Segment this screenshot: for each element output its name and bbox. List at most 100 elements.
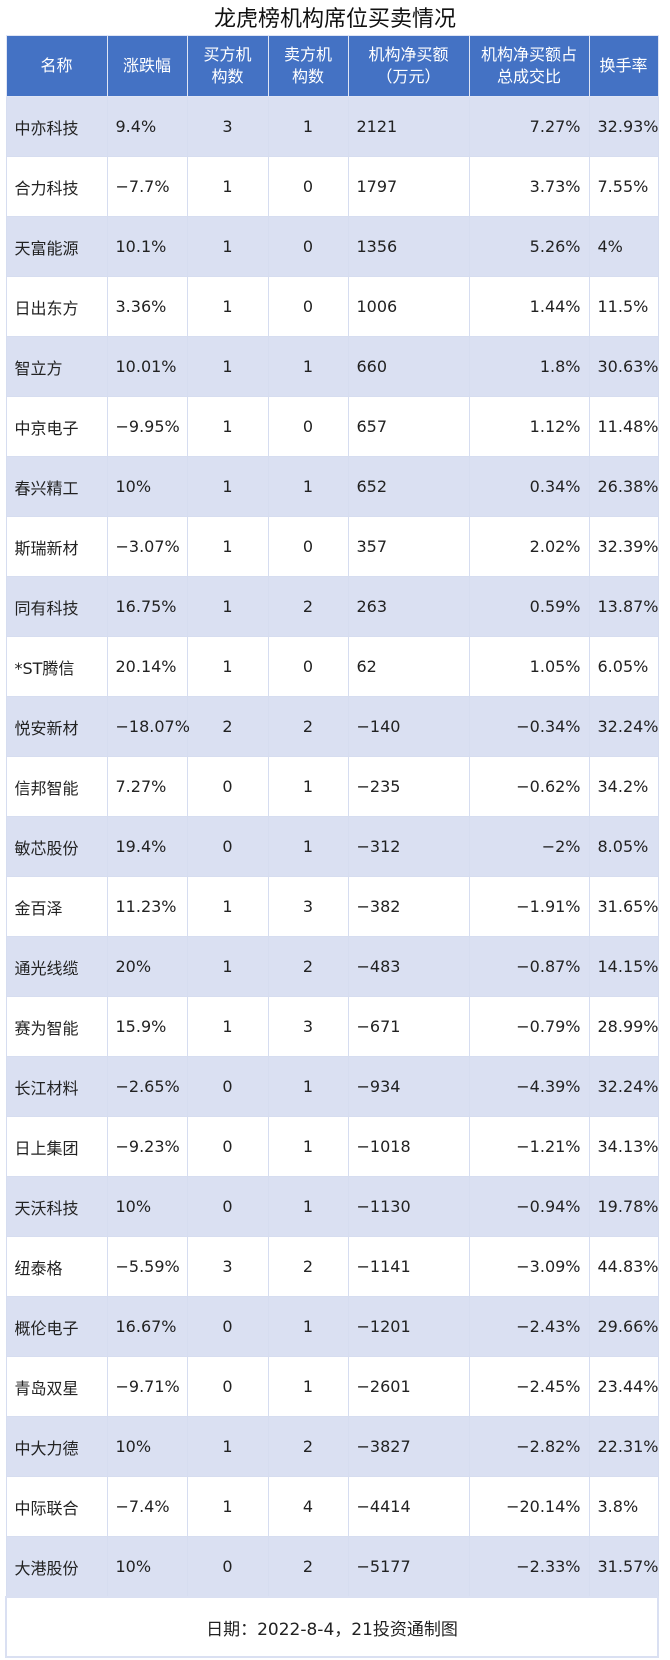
cell-net-buy: −1130 [347, 1176, 470, 1237]
cell-name: 长江材料 [5, 1056, 108, 1117]
cell-change: 20% [106, 936, 188, 997]
cell-buyers: 1 [186, 996, 269, 1057]
cell-sellers: 1 [267, 336, 349, 397]
cell-turnover: 8.05% [588, 816, 659, 877]
cell-change: 16.67% [106, 1296, 188, 1357]
cell-net-buy: −1201 [347, 1296, 470, 1357]
cell-net-buy-ratio: 7.27% [468, 96, 590, 157]
cell-net-buy-ratio: −3.09% [468, 1236, 590, 1297]
cell-sellers: 1 [267, 1116, 349, 1177]
header-turnover: 换手率 [588, 35, 659, 97]
table-row: 同有科技 16.75% 1 2 263 0.59% 13.87% [5, 576, 659, 637]
cell-net-buy-ratio: −2.33% [468, 1536, 590, 1598]
cell-name: 敏芯股份 [5, 816, 108, 877]
cell-buyers: 0 [186, 1296, 269, 1357]
cell-net-buy-ratio: −2.43% [468, 1296, 590, 1357]
cell-turnover: 13.87% [588, 576, 659, 637]
header-change: 涨跌幅 [106, 35, 188, 97]
cell-net-buy: −2601 [347, 1356, 470, 1417]
cell-buyers: 1 [186, 876, 269, 937]
cell-change: −3.07% [106, 516, 188, 577]
cell-net-buy: 1797 [347, 156, 470, 217]
cell-net-buy-ratio: 0.59% [468, 576, 590, 637]
table-row: 长江材料 −2.65% 0 1 −934 −4.39% 32.24% [5, 1056, 659, 1117]
cell-change: 16.75% [106, 576, 188, 637]
cell-change: 10.01% [106, 336, 188, 397]
table-title: 龙虎榜机构席位买卖情况 [213, 7, 456, 32]
table-row: 悦安新材 −18.07% 2 2 −140 −0.34% 32.24% [5, 696, 659, 757]
cell-buyers: 0 [186, 756, 269, 817]
cell-net-buy-ratio: −20.14% [468, 1476, 590, 1537]
cell-net-buy: 660 [347, 336, 470, 397]
header-text: 买方机构数 [203, 45, 252, 86]
table-row: 信邦智能 7.27% 0 1 −235 −0.62% 34.2% [5, 756, 659, 817]
cell-sellers: 2 [267, 696, 349, 757]
cell-change: 20.14% [106, 636, 188, 697]
cell-change: 10.1% [106, 216, 188, 277]
cell-name: 概伦电子 [5, 1296, 108, 1357]
cell-buyers: 2 [186, 696, 269, 757]
data-table: 名称 涨跌幅 买方机构数 卖方机构数 机构净买额 （万元） 机构净买额占 总成交比 换手率 中亦… [5, 35, 659, 1658]
cell-buyers: 1 [186, 576, 269, 637]
cell-net-buy: 657 [347, 396, 470, 457]
cell-change: 10% [106, 1176, 188, 1237]
cell-buyers: 1 [186, 1416, 269, 1477]
cell-buyers: 0 [186, 1536, 269, 1598]
cell-net-buy: −934 [347, 1056, 470, 1117]
cell-change: 10% [106, 1416, 188, 1477]
header-text: 卖方机构数 [283, 45, 332, 86]
cell-turnover: 19.78% [588, 1176, 659, 1237]
table-row: 合力科技 −7.7% 1 0 1797 3.73% 7.55% [5, 156, 659, 217]
cell-turnover: 23.44% [588, 1356, 659, 1417]
cell-net-buy: −382 [347, 876, 470, 937]
cell-change: −7.4% [106, 1476, 188, 1537]
cell-sellers: 0 [267, 156, 349, 217]
header-row: 名称 涨跌幅 买方机构数 卖方机构数 机构净买额 （万元） 机构净买额占 总成交比 换手率 [5, 35, 659, 97]
cell-net-buy-ratio: −4.39% [468, 1056, 590, 1117]
cell-turnover: 11.48% [588, 396, 659, 457]
cell-name: 通光线缆 [5, 936, 108, 997]
header-sellers: 卖方机构数 [267, 35, 349, 97]
cell-name: 中大力德 [5, 1416, 108, 1477]
cell-net-buy: 62 [347, 636, 470, 697]
cell-net-buy-ratio: 5.26% [468, 216, 590, 277]
cell-net-buy: 263 [347, 576, 470, 637]
table-row: 中京电子 −9.95% 1 0 657 1.12% 11.48% [5, 396, 659, 457]
cell-sellers: 0 [267, 396, 349, 457]
cell-buyers: 1 [186, 1476, 269, 1537]
cell-net-buy: 1356 [347, 216, 470, 277]
cell-net-buy-ratio: 1.8% [468, 336, 590, 397]
cell-sellers: 4 [267, 1476, 349, 1537]
table-row: 天富能源 10.1% 1 0 1356 5.26% 4% [5, 216, 659, 277]
table-row: 春兴精工 10% 1 1 652 0.34% 26.38% [5, 456, 659, 517]
cell-name: 金百泽 [5, 876, 108, 937]
cell-name: 日上集团 [5, 1116, 108, 1177]
cell-change: 19.4% [106, 816, 188, 877]
table-row: 日出东方 3.36% 1 0 1006 1.44% 11.5% [5, 276, 659, 337]
cell-change: 3.36% [106, 276, 188, 337]
cell-sellers: 3 [267, 876, 349, 937]
header-text: 名称 [40, 56, 73, 75]
cell-net-buy-ratio: 1.05% [468, 636, 590, 697]
cell-name: 日出东方 [5, 276, 108, 337]
cell-turnover: 3.8% [588, 1476, 659, 1537]
cell-buyers: 1 [186, 156, 269, 217]
table-row: 赛为智能 15.9% 1 3 −671 −0.79% 28.99% [5, 996, 659, 1057]
cell-name: 智立方 [5, 336, 108, 397]
cell-net-buy: −312 [347, 816, 470, 877]
cell-name: 合力科技 [5, 156, 108, 217]
cell-change: 10% [106, 1536, 188, 1598]
cell-net-buy-ratio: −0.62% [468, 756, 590, 817]
cell-change: 15.9% [106, 996, 188, 1057]
cell-net-buy-ratio: −0.94% [468, 1176, 590, 1237]
cell-buyers: 0 [186, 816, 269, 877]
cell-turnover: 31.57% [588, 1536, 659, 1598]
cell-name: *ST腾信 [5, 636, 108, 697]
cell-buyers: 1 [186, 456, 269, 517]
cell-buyers: 1 [186, 396, 269, 457]
cell-buyers: 1 [186, 936, 269, 997]
cell-net-buy: −671 [347, 996, 470, 1057]
header-buyers: 买方机构数 [186, 35, 269, 97]
cell-net-buy-ratio: 0.34% [468, 456, 590, 517]
cell-name: 青岛双星 [5, 1356, 108, 1417]
